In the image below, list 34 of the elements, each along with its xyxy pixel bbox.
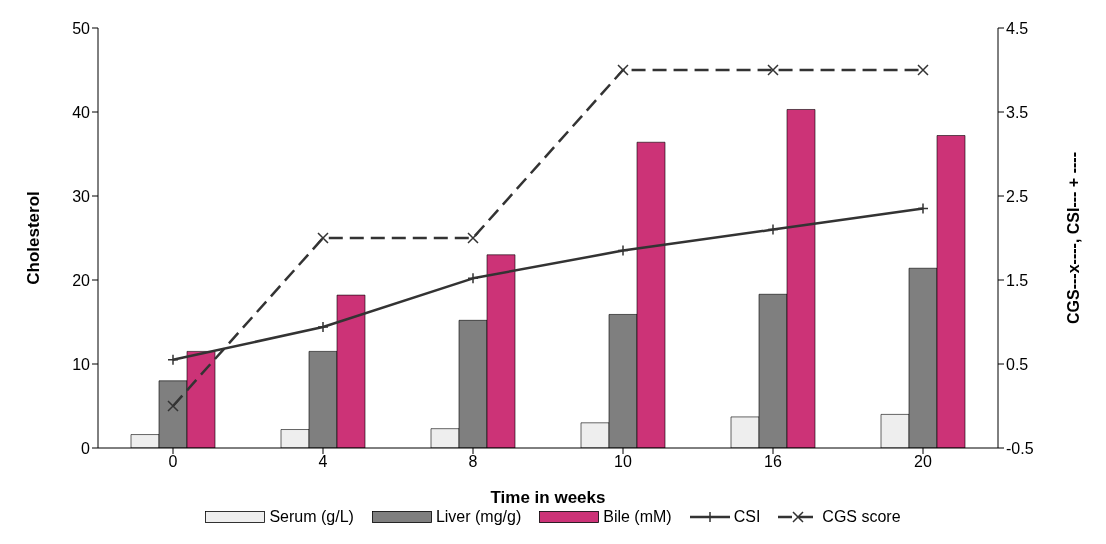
y-tick-label: 50 <box>72 19 91 37</box>
point <box>467 232 479 244</box>
point <box>317 232 329 244</box>
point <box>167 400 179 412</box>
legend-label: Bile (mM) <box>603 508 672 526</box>
legend-label: CSI <box>733 508 761 526</box>
y2-tick-label: 1.5 <box>1006 271 1029 289</box>
point <box>917 202 929 215</box>
y2-axis-title: CGS---x----, CSI--- + ---- <box>1064 152 1082 324</box>
x-tick-label: 16 <box>764 453 782 471</box>
point <box>617 64 629 76</box>
y2-tick-label: -0.5 <box>1006 439 1034 457</box>
y2-tick-label: 2.5 <box>1006 187 1029 205</box>
y-tick-label: 20 <box>72 271 91 289</box>
point <box>167 354 179 366</box>
x-tick-label: 8 <box>468 453 478 471</box>
y-axis-title: Cholesterol <box>24 191 44 285</box>
x-tick-label: 10 <box>614 453 632 471</box>
y2-tick-label: 0.5 <box>1006 355 1029 373</box>
x-axis-title: Time in weeks <box>490 488 606 507</box>
point <box>767 64 779 76</box>
y-tick-label: 30 <box>72 187 91 205</box>
legend-label: CGS score <box>822 508 901 526</box>
y-tick-label: 40 <box>72 103 91 121</box>
x-tick-label: 0 <box>168 453 178 471</box>
y2-tick-label: 3.5 <box>1006 103 1029 121</box>
x-tick-label: 20 <box>914 453 932 471</box>
legend-label: Serum (g/L) <box>269 508 354 526</box>
legend-label: Liver (mg/g) <box>435 508 522 526</box>
y-tick-label: 0 <box>81 439 91 457</box>
point <box>917 64 929 76</box>
y-tick-label: 10 <box>72 355 91 373</box>
x-tick-label: 4 <box>318 453 328 471</box>
y2-tick-label: 4.5 <box>1006 19 1029 37</box>
